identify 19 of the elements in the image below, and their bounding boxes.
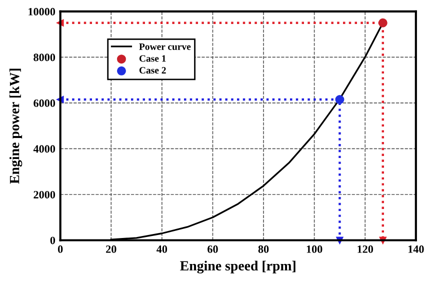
x-tick-label: 40 [156,245,168,253]
legend-label: Case 2 [139,67,166,74]
y-tick-label: 2000 [34,190,56,198]
x-tick-label: 120 [358,245,374,253]
y-tick-label: 10000 [28,8,56,16]
y-axis-title: Engine power [kW] [9,68,22,184]
y-tick-label: 0 [50,236,56,244]
x-tick-label: 100 [306,245,322,253]
x-tick-label: 60 [208,245,218,253]
x-tick-label: 20 [106,245,116,253]
y-tick-label: 8000 [34,54,56,62]
y-tick-label: 6000 [34,99,56,107]
legend-label: Power curve [139,44,191,50]
x-tick-label: 0 [58,245,63,253]
x-axis-title: Engine speed [rpm] [180,260,296,274]
legend-label: Case 1 [139,55,166,62]
y-tick-label: 4000 [33,145,56,153]
x-tick-label: 140 [408,245,424,253]
x-tick-label: 80 [258,245,269,253]
